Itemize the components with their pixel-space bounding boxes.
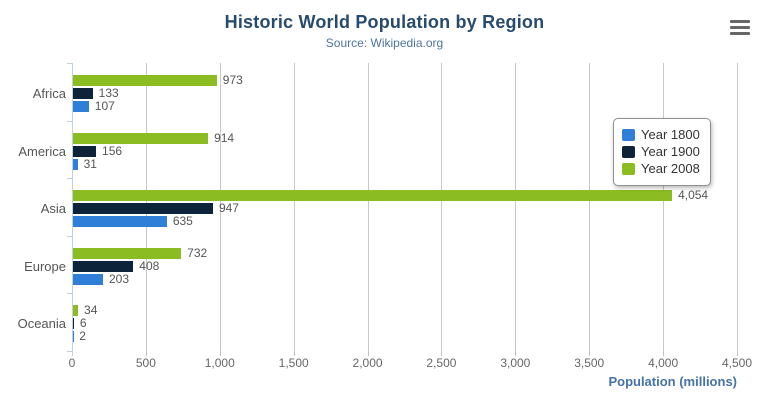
- gridline: [515, 63, 517, 351]
- chart-title: Historic World Population by Region: [224, 12, 545, 32]
- category-axis-tick: [67, 63, 72, 64]
- legend-item-label: Year 1800: [641, 127, 700, 142]
- bar-africa-year-2008[interactable]: 973: [73, 74, 243, 86]
- bar-europe-year-1900[interactable]: 408: [73, 260, 159, 272]
- bar-value-label: 133: [98, 86, 119, 100]
- bar-value-label: 635: [172, 214, 193, 229]
- gridline: [367, 63, 369, 351]
- category-axis-tick: [67, 120, 72, 122]
- category-axis-tick: [67, 178, 72, 180]
- gridline: [663, 63, 665, 351]
- bar-value-label: 31: [83, 156, 97, 171]
- hamburger-menu-icon: [730, 26, 750, 29]
- bar-value-label: 6: [79, 316, 87, 331]
- bar-africa-year-1800[interactable]: 107: [73, 100, 115, 112]
- bar-oceania-year-2008[interactable]: 34: [73, 304, 97, 317]
- category-axis-tick: [67, 235, 72, 237]
- category-label-asia: Asia: [40, 201, 66, 217]
- bar-value-label: 2: [79, 329, 86, 344]
- legend-item-label: Year 2008: [641, 161, 700, 176]
- plot-area: 973 133 107 914 156 31 4,054 947 635 732 408 203 34 6…: [67, 63, 738, 356]
- x-tick-label: 500: [135, 356, 156, 370]
- legend-item-year-2008[interactable]: Year 2008: [622, 161, 700, 176]
- bar-value-label: 156: [102, 143, 123, 158]
- legend-swatch-icon: [622, 145, 635, 158]
- gridline: [441, 63, 443, 351]
- x-axis-tick: [737, 351, 738, 356]
- bar-value-label: 4,054: [678, 188, 709, 203]
- category-axis-tick: [67, 351, 72, 352]
- gridline: [737, 63, 738, 351]
- category-label-africa: Africa: [32, 86, 66, 101]
- x-tick-label: 2,000: [352, 356, 383, 370]
- category-label-america: America: [18, 143, 66, 159]
- x-axis-tick: [515, 351, 517, 356]
- x-tick-label: 3,500: [574, 356, 605, 370]
- legend-item-year-1900[interactable]: Year 1900: [622, 144, 700, 159]
- x-tick-label: 4,500: [721, 356, 753, 370]
- x-axis-tick: [293, 351, 295, 356]
- legend-item-year-1800[interactable]: Year 1800: [622, 127, 700, 142]
- bar-value-label: 107: [94, 99, 115, 113]
- bar-value-label: 732: [187, 245, 208, 260]
- x-axis-tick: [663, 351, 665, 356]
- gridline: [293, 63, 295, 351]
- bar-europe-year-2008[interactable]: 732: [73, 247, 207, 259]
- x-tick-label: 1,000: [204, 356, 235, 370]
- bar-value-label: 914: [214, 130, 235, 145]
- bar-oceania-year-1900[interactable]: 6: [73, 317, 87, 330]
- legend-item-label: Year 1900: [641, 144, 700, 159]
- legend-swatch-icon: [622, 162, 635, 175]
- bar-america-year-1800[interactable]: 31: [73, 158, 97, 170]
- hamburger-menu-icon: [730, 20, 750, 23]
- bar-asia-year-1900[interactable]: 947: [73, 202, 239, 215]
- bar-value-label: 947: [218, 201, 239, 216]
- x-tick-label: 4,000: [648, 356, 679, 370]
- x-axis-tick: [441, 351, 443, 356]
- bar-america-year-2008[interactable]: 914: [73, 132, 234, 144]
- x-tick-label: 2,500: [426, 356, 457, 370]
- bar-value-label: 203: [108, 271, 130, 286]
- bar-asia-year-2008[interactable]: 4,054: [73, 189, 708, 202]
- bar-value-label: 408: [139, 258, 160, 273]
- x-axis-tick: [367, 351, 369, 356]
- bar-value-label: 34: [84, 303, 98, 318]
- category-label-oceania: Oceania: [17, 316, 66, 332]
- bar-america-year-1900[interactable]: 156: [73, 145, 122, 157]
- bar-asia-year-1800[interactable]: 635: [73, 215, 193, 228]
- gridline: [219, 63, 221, 351]
- x-axis-tick: [145, 351, 147, 356]
- bar-africa-year-1900[interactable]: 133: [73, 87, 119, 99]
- x-axis-tick: [589, 351, 591, 356]
- legend: Year 1800 Year 1900 Year 2008: [613, 118, 711, 186]
- category-axis-line: [72, 63, 73, 356]
- category-axis-tick: [67, 293, 72, 295]
- legend-swatch-icon: [622, 128, 635, 141]
- export-menu-button[interactable]: [730, 20, 750, 35]
- x-axis-tick: [219, 351, 221, 356]
- hamburger-menu-icon: [730, 32, 750, 35]
- chart-subtitle: Source: Wikipedia.org: [325, 36, 444, 50]
- category-label-europe: Europe: [24, 258, 66, 274]
- x-tick-label: 0: [68, 356, 76, 370]
- bar-europe-year-1800[interactable]: 203: [73, 273, 129, 285]
- bar-value-label: 973: [222, 73, 243, 87]
- x-axis-title: Population (millions): [608, 374, 737, 389]
- x-tick-label: 3,000: [500, 356, 531, 370]
- gridline: [589, 63, 591, 351]
- x-tick-label: 1,500: [278, 356, 309, 370]
